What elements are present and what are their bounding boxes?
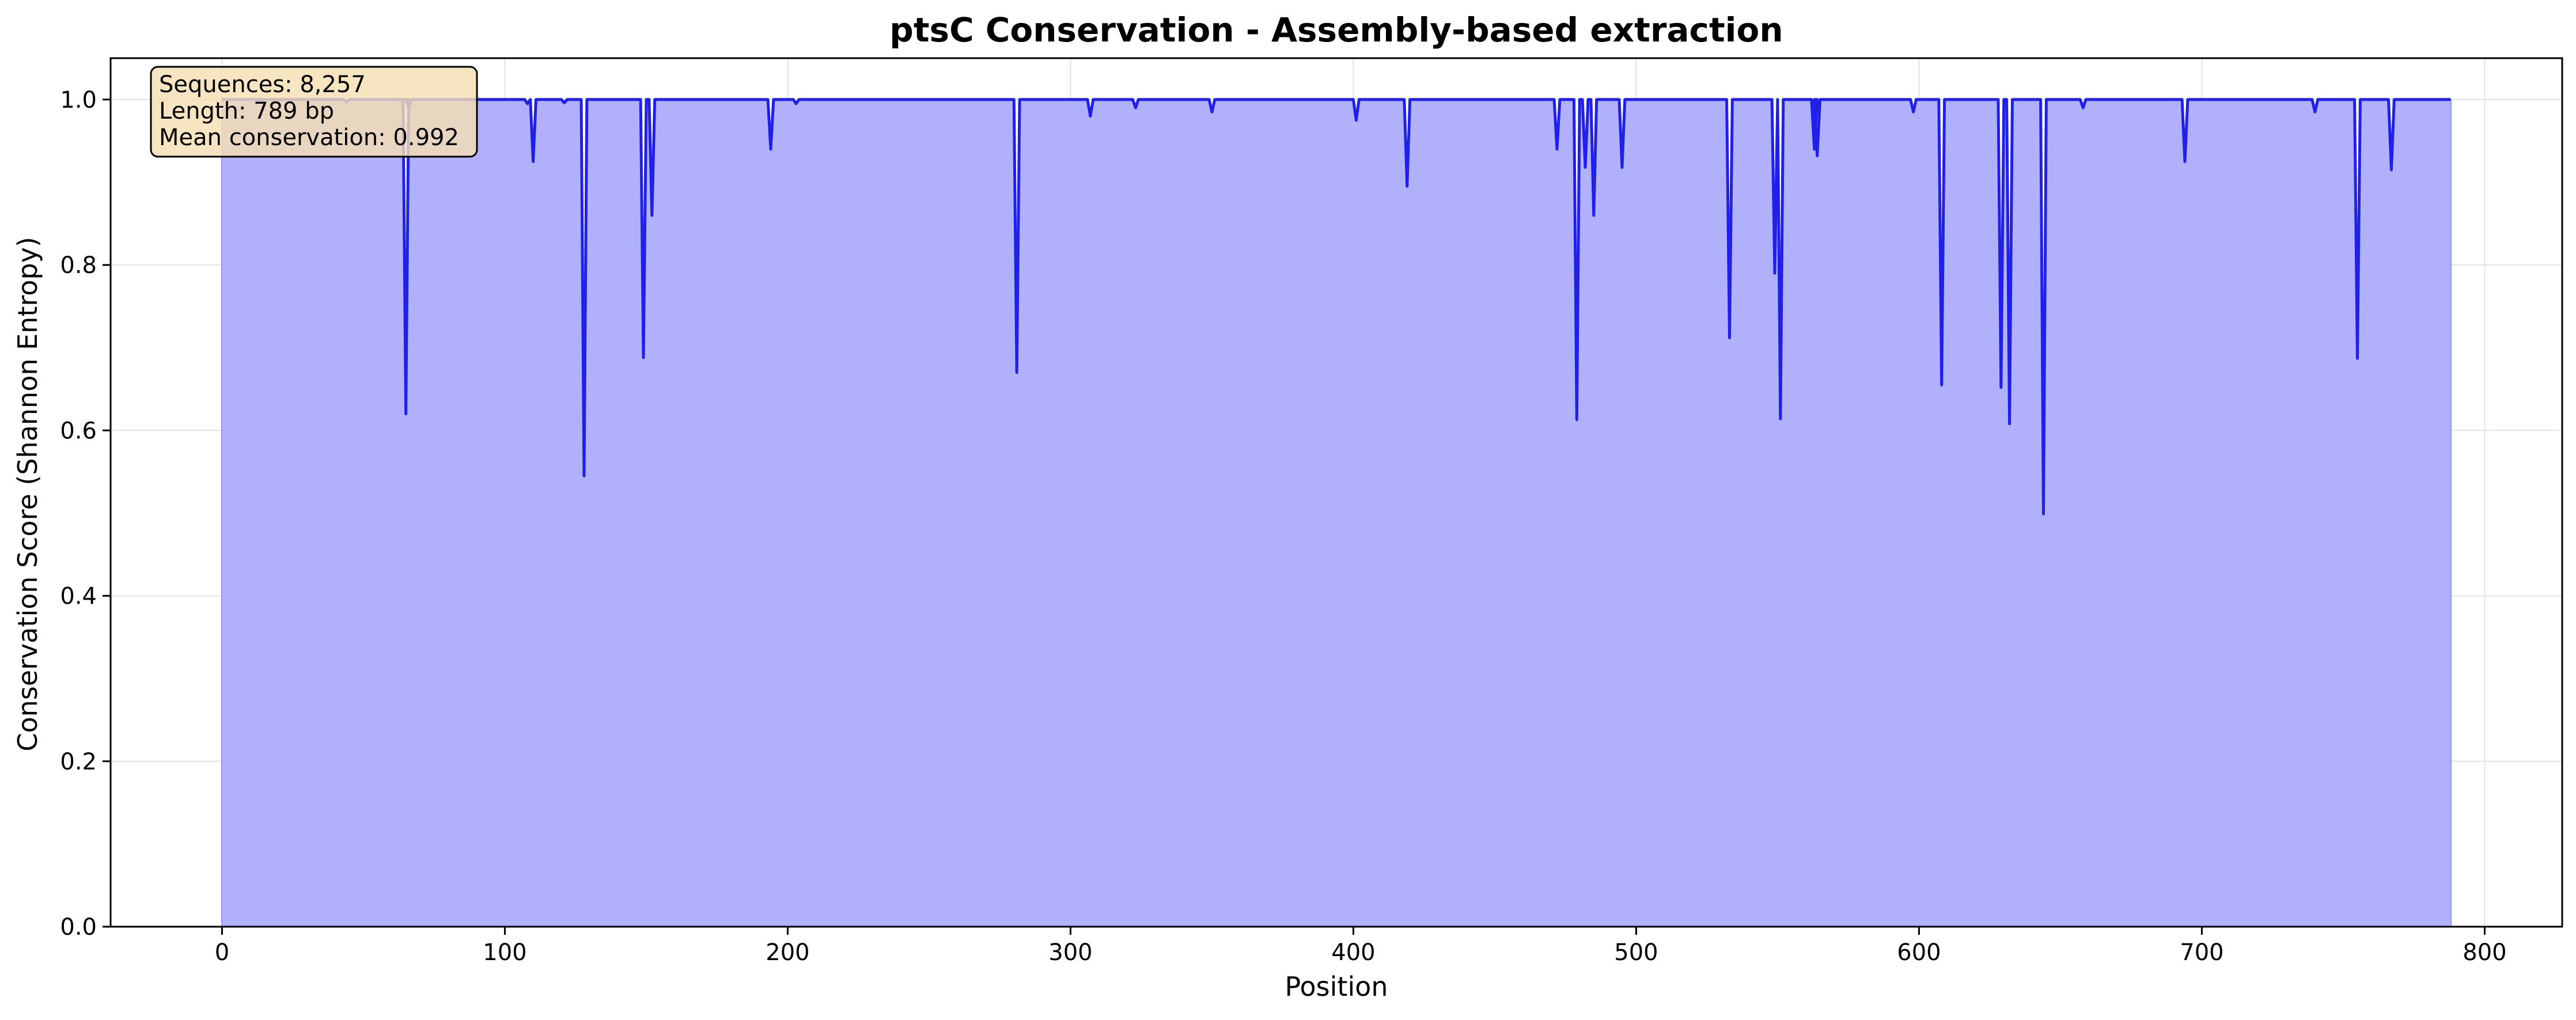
y-tick-label: 1.0 <box>60 87 97 113</box>
y-axis: 0.0 0.2 0.4 0.6 0.8 1.0 <box>60 87 111 941</box>
conservation-line <box>222 98 2451 515</box>
x-tick-label: 100 <box>483 939 526 966</box>
stats-annotation: Sequences: 8,257 Length: 789 bp Mean con… <box>150 66 478 158</box>
plot-frame <box>109 57 2563 928</box>
x-axis-label: Position <box>1285 971 1388 1002</box>
y-tick-label: 0.2 <box>60 749 97 775</box>
annotation-length: Length: 789 bp <box>159 98 334 124</box>
x-tick-label: 300 <box>1048 939 1092 966</box>
x-tick-label: 0 <box>215 939 229 966</box>
annotation-sequences: Sequences: 8,257 <box>159 71 366 98</box>
x-tick-label: 600 <box>1897 939 1941 966</box>
chart-title: ptsC Conservation - Assembly-based extra… <box>889 10 1783 50</box>
x-tick-label: 800 <box>2463 939 2506 966</box>
y-tick-label: 0.6 <box>60 418 97 444</box>
x-tick-label: 400 <box>1331 939 1375 966</box>
y-axis-label: Conservation Score (Shannon Entropy) <box>12 237 43 752</box>
conservation-area-fill <box>222 99 2451 927</box>
y-tick-label: 0.0 <box>60 914 97 941</box>
annotation-mean: Mean conservation: 0.992 <box>159 124 459 151</box>
annotation-box <box>150 66 478 158</box>
x-tick-label: 700 <box>2180 939 2223 966</box>
x-tick-label: 200 <box>766 939 809 966</box>
x-tick-label: 500 <box>1614 939 1658 966</box>
x-axis: 0 100 200 300 400 500 600 700 800 <box>215 927 2507 966</box>
y-tick-label: 0.4 <box>60 583 97 610</box>
y-tick-label: 0.8 <box>60 252 97 279</box>
